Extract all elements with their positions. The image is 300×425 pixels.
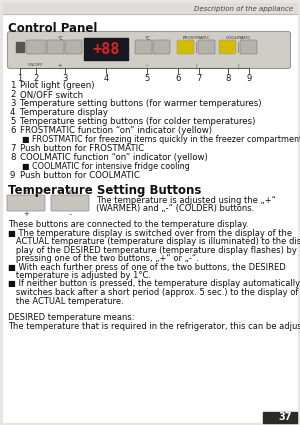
FancyBboxPatch shape bbox=[219, 40, 236, 54]
Text: COOLMATIC: COOLMATIC bbox=[225, 36, 251, 40]
Text: Push button for FROSTMATIC: Push button for FROSTMATIC bbox=[20, 144, 144, 153]
Text: |: | bbox=[195, 63, 197, 68]
FancyBboxPatch shape bbox=[51, 195, 89, 211]
Text: Temperature setting buttons (for colder temperatures): Temperature setting buttons (for colder … bbox=[20, 117, 255, 126]
Text: Temperature setting buttons (for warmer temperatures): Temperature setting buttons (for warmer … bbox=[20, 99, 262, 108]
Text: 7: 7 bbox=[10, 144, 16, 153]
Text: 1: 1 bbox=[10, 81, 16, 90]
Text: temperature is adjusted by 1°C.: temperature is adjusted by 1°C. bbox=[8, 271, 151, 280]
Text: 9: 9 bbox=[246, 74, 252, 83]
Text: 3: 3 bbox=[62, 74, 68, 83]
Text: 1: 1 bbox=[17, 74, 22, 83]
FancyBboxPatch shape bbox=[153, 40, 170, 54]
Text: Pilot light (green): Pilot light (green) bbox=[20, 81, 94, 90]
Text: –: – bbox=[68, 211, 72, 217]
Text: 5: 5 bbox=[10, 117, 16, 126]
Text: 37: 37 bbox=[278, 413, 292, 422]
FancyBboxPatch shape bbox=[26, 40, 46, 54]
Text: 6: 6 bbox=[175, 74, 181, 83]
Text: °C: °C bbox=[23, 190, 29, 195]
Bar bbox=[84, 38, 128, 60]
Text: (WARMER) and „-“ (COLDER) buttons.: (WARMER) and „-“ (COLDER) buttons. bbox=[96, 204, 254, 213]
Text: 8: 8 bbox=[225, 74, 231, 83]
Text: Description of the appliance: Description of the appliance bbox=[194, 6, 293, 12]
Text: ■ COOLMATIC for intensive fridge cooling: ■ COOLMATIC for intensive fridge cooling bbox=[22, 162, 190, 171]
Text: pressing one of the two buttons, „+“ or „-“.: pressing one of the two buttons, „+“ or … bbox=[8, 254, 199, 263]
Text: 2: 2 bbox=[10, 90, 16, 99]
Text: Temperature Setting Buttons: Temperature Setting Buttons bbox=[8, 184, 201, 197]
Text: ■ If neither button is pressed, the temperature display automatically: ■ If neither button is pressed, the temp… bbox=[8, 280, 300, 289]
FancyBboxPatch shape bbox=[135, 40, 152, 54]
Text: °C: °C bbox=[144, 36, 150, 41]
Text: 7: 7 bbox=[196, 74, 202, 83]
Text: +: + bbox=[23, 211, 29, 217]
Bar bbox=[16, 42, 24, 52]
Text: |: | bbox=[237, 63, 239, 68]
Text: ON/OFF switch: ON/OFF switch bbox=[20, 90, 83, 99]
Text: COOLMATIC function “on” indicator (yellow): COOLMATIC function “on” indicator (yello… bbox=[20, 153, 208, 162]
FancyBboxPatch shape bbox=[8, 31, 290, 68]
Text: 6: 6 bbox=[10, 126, 16, 135]
Text: The temperature is adjusted using the „+“: The temperature is adjusted using the „+… bbox=[96, 196, 276, 205]
Text: 5: 5 bbox=[144, 74, 150, 83]
Text: +: + bbox=[58, 63, 62, 68]
Text: 4: 4 bbox=[10, 108, 16, 117]
FancyBboxPatch shape bbox=[240, 40, 257, 54]
Text: switches back after a short period (approx. 5 sec.) to the display of: switches back after a short period (appr… bbox=[8, 288, 298, 297]
FancyBboxPatch shape bbox=[47, 40, 64, 54]
Text: FROSTMATIC function “on” indicator (yellow): FROSTMATIC function “on” indicator (yell… bbox=[20, 126, 212, 135]
Bar bbox=[3, 3, 297, 14]
Text: Temperature display: Temperature display bbox=[20, 108, 108, 117]
Text: 3: 3 bbox=[10, 99, 16, 108]
Text: ■ With each further press of one of the two buttons, the DESIRED: ■ With each further press of one of the … bbox=[8, 263, 286, 272]
FancyBboxPatch shape bbox=[65, 40, 82, 54]
Text: ON/OFF: ON/OFF bbox=[28, 63, 44, 67]
Text: 8: 8 bbox=[10, 153, 16, 162]
Text: –: – bbox=[146, 63, 148, 68]
Text: The temperature that is required in the refrigerator, this can be adjust-: The temperature that is required in the … bbox=[8, 322, 300, 331]
Text: 4: 4 bbox=[103, 74, 109, 83]
Text: ■ FROSTMATIC for freezing items quickly in the freezer compartment: ■ FROSTMATIC for freezing items quickly … bbox=[22, 135, 300, 144]
Text: These buttons are connected to the temperature display.: These buttons are connected to the tempe… bbox=[8, 220, 248, 229]
Text: °C: °C bbox=[67, 190, 73, 195]
FancyBboxPatch shape bbox=[198, 40, 215, 54]
FancyBboxPatch shape bbox=[177, 40, 194, 54]
Text: 9: 9 bbox=[10, 171, 15, 180]
Text: Push button for COOLMATIC: Push button for COOLMATIC bbox=[20, 171, 140, 180]
Text: DESIRED temperature means:: DESIRED temperature means: bbox=[8, 314, 134, 323]
Text: Control Panel: Control Panel bbox=[8, 22, 97, 35]
Text: FROSTMATIC: FROSTMATIC bbox=[182, 36, 210, 40]
Text: the ACTUAL temperature.: the ACTUAL temperature. bbox=[8, 297, 124, 306]
Bar bbox=[263, 412, 297, 423]
Text: play of the DESIRED temperature (temperature display flashes) by: play of the DESIRED temperature (tempera… bbox=[8, 246, 297, 255]
FancyBboxPatch shape bbox=[7, 195, 45, 211]
Text: +88: +88 bbox=[92, 42, 120, 57]
Text: 2: 2 bbox=[33, 74, 39, 83]
Text: °C: °C bbox=[57, 36, 63, 41]
Text: ■ The temperature display is switched over from the display of the: ■ The temperature display is switched ov… bbox=[8, 229, 292, 238]
Text: ACTUAL temperature (temperature display is illuminated) to the dis-: ACTUAL temperature (temperature display … bbox=[8, 237, 300, 246]
